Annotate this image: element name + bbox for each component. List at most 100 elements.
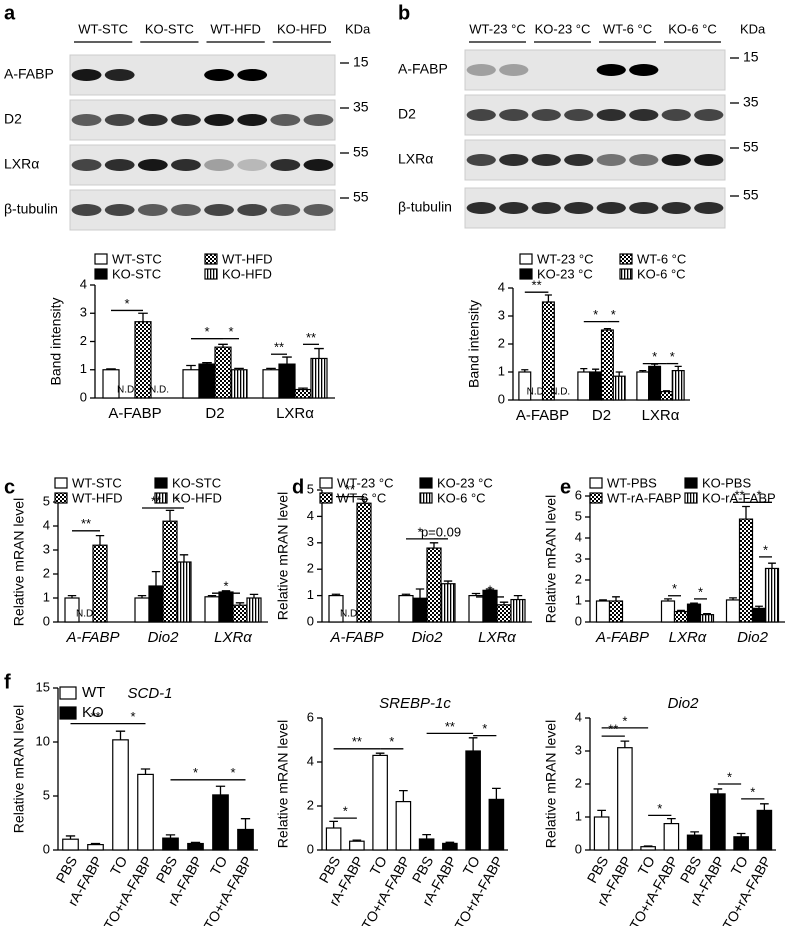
error-bar	[165, 509, 175, 522]
legend-swatch	[54, 477, 68, 489]
band	[596, 154, 626, 166]
band	[104, 69, 135, 81]
legend-swatch	[684, 492, 698, 504]
bar	[465, 750, 481, 851]
marker-label: 55	[353, 189, 369, 205]
bar	[617, 747, 633, 851]
error-bar	[615, 371, 623, 377]
bar	[246, 597, 262, 623]
error-bar	[65, 835, 76, 840]
error-bar	[266, 367, 276, 370]
significance-label: **	[345, 482, 355, 497]
bar	[294, 388, 312, 399]
value-label: N.D.	[76, 609, 96, 620]
bar	[395, 800, 412, 851]
y-tick-label: 5	[43, 787, 50, 802]
significance-label: **	[151, 493, 161, 508]
legend-label: KO-PBS	[702, 475, 751, 490]
bar	[187, 842, 204, 851]
y-tick-label: 15	[36, 679, 50, 694]
blot-row-label: D2	[4, 111, 22, 127]
y-tick-label: 4	[80, 276, 87, 291]
bar	[764, 567, 780, 623]
error-bar	[544, 294, 552, 302]
lane-group-label: KO-6 °C	[668, 21, 717, 36]
blot-row-label: A-FABP	[4, 66, 54, 82]
significance-label: **	[90, 709, 100, 724]
band	[270, 204, 301, 216]
bar	[198, 363, 216, 399]
panel-label: c	[4, 476, 15, 498]
y-tick-label: 4	[575, 529, 582, 544]
y-axis-label: Relative mRAN level	[543, 495, 559, 623]
bar	[640, 846, 656, 851]
error-bar	[235, 602, 245, 606]
band	[596, 64, 626, 76]
error-bar	[179, 554, 189, 562]
bar	[659, 391, 673, 401]
band	[531, 109, 561, 121]
legend-label: KO-6 °C	[637, 266, 686, 281]
significance-label: **	[608, 722, 618, 737]
legend-swatch	[59, 686, 77, 700]
chart-title: SCD-1	[127, 685, 172, 702]
band	[137, 159, 168, 171]
error-bar	[513, 594, 523, 600]
error-bar	[115, 730, 126, 740]
error-bar	[580, 367, 588, 372]
bar	[488, 798, 505, 851]
y-tick-label: 4	[43, 517, 50, 532]
x-tick-label: Dio2	[148, 629, 180, 646]
y-tick-label: 0	[43, 613, 50, 628]
band	[204, 159, 234, 171]
band	[629, 109, 659, 121]
y-tick-label: 3	[80, 305, 87, 320]
significance-label: *	[672, 581, 677, 596]
x-tick-label: A-FABP	[516, 407, 569, 424]
lane-group-label: WT-STC	[78, 21, 128, 36]
band	[171, 114, 201, 126]
significance-label: p=0.09	[421, 524, 461, 539]
error-bar	[352, 839, 362, 842]
y-tick-label: 3	[575, 550, 582, 565]
error-bar	[282, 356, 292, 365]
y-tick-label: 4	[307, 508, 314, 523]
error-bar	[639, 369, 647, 372]
bar	[699, 614, 715, 623]
band	[466, 154, 496, 166]
y-tick-label: 2	[575, 775, 582, 790]
bar	[600, 329, 614, 401]
x-tick-label: Dio2	[412, 629, 444, 646]
panel-label: b	[398, 2, 410, 24]
error-bar	[298, 387, 308, 390]
band	[71, 204, 102, 216]
y-tick-label: 6	[575, 487, 582, 502]
y-tick-label: 0	[80, 389, 87, 404]
significance-label: *	[652, 349, 657, 364]
band	[499, 154, 529, 166]
y-tick-label: 2	[307, 797, 314, 812]
y-axis-label: Band intensity	[48, 298, 64, 386]
y-tick-label: 5	[43, 493, 50, 508]
y-tick-label: 1	[80, 361, 87, 376]
error-bar	[445, 841, 455, 844]
band	[270, 114, 301, 126]
error-bar	[314, 347, 324, 359]
error-bar	[190, 841, 201, 844]
significance-label: *	[228, 324, 233, 339]
error-bar	[664, 598, 672, 601]
significance-label: **	[532, 278, 542, 293]
marker-label: 15	[743, 49, 759, 65]
y-tick-label: 1	[307, 587, 314, 602]
significance-label: *	[343, 804, 348, 819]
y-tick-label: 5	[575, 508, 582, 523]
kda-label: KDa	[345, 21, 371, 36]
bar	[733, 836, 749, 851]
significance-label: **	[352, 734, 362, 749]
bar	[398, 594, 414, 623]
legend-label: KO-23 °C	[537, 266, 593, 281]
legend-label: WT-6 °C	[337, 490, 386, 505]
x-tick-label: A-FABP	[108, 405, 161, 422]
y-tick-label: 1	[575, 592, 582, 607]
y-tick-label: 2	[80, 333, 87, 348]
